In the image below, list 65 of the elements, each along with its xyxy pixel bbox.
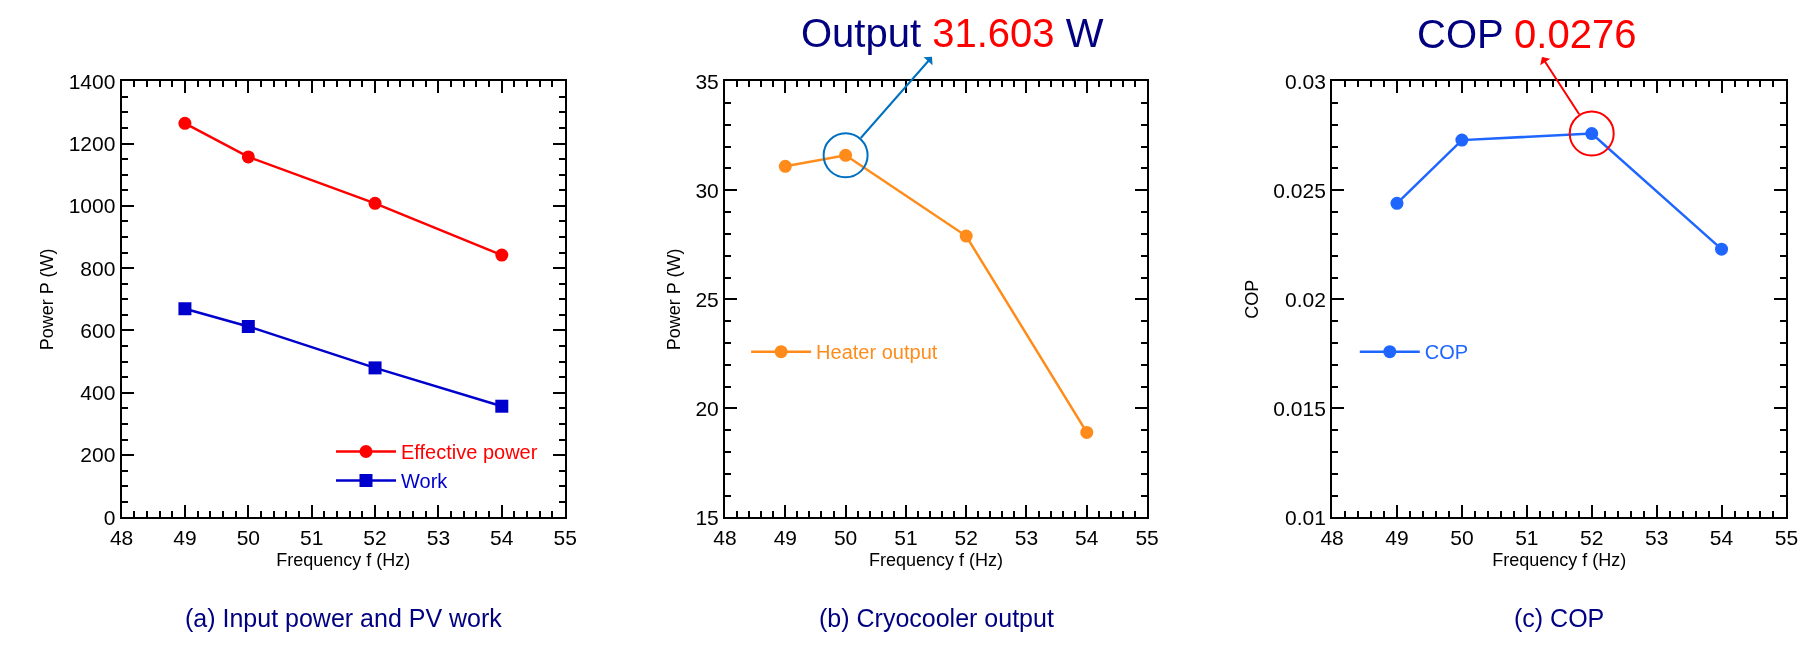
y-tick-label: 0.02 xyxy=(1284,287,1326,311)
y-tick-label: 400 xyxy=(80,381,116,405)
x-tick-label: 51 xyxy=(1515,525,1539,549)
point xyxy=(1390,196,1404,210)
y-tick-label: 1000 xyxy=(68,194,116,218)
y-tick-label: 0.03 xyxy=(1284,69,1326,93)
x-tick-label: 55 xyxy=(1774,525,1799,549)
y-tick-label: 600 xyxy=(80,318,116,342)
y-tick-label: 0.025 xyxy=(1273,178,1326,202)
y-tick-label: 30 xyxy=(695,178,719,202)
annotation: COP 0.0276 xyxy=(1417,12,1637,56)
y-axis-title: COP xyxy=(1242,279,1262,319)
x-tick-label: 53 xyxy=(426,525,451,549)
point xyxy=(1715,242,1729,256)
y-tick-label: 1200 xyxy=(68,131,116,155)
y-tick-label: 25 xyxy=(695,287,719,311)
text: (c) COP xyxy=(1514,604,1605,632)
y-axis-title: Power P (W) xyxy=(37,248,58,351)
x-tick-label: 52 xyxy=(1580,525,1604,549)
x-axis-title: Frequency f (Hz) xyxy=(869,550,1004,571)
point xyxy=(778,159,792,173)
point xyxy=(959,229,973,243)
x-tick-label: 52 xyxy=(363,525,387,549)
point xyxy=(178,116,192,130)
x-tick-label: 55 xyxy=(553,525,577,549)
text: (a) Input power and PV work xyxy=(185,604,503,632)
x-tick-label: 54 xyxy=(1709,525,1734,549)
y-tick-label: 1400 xyxy=(68,69,116,93)
x-tick-label: 50 xyxy=(236,525,260,549)
y-tick-label: 800 xyxy=(80,256,116,280)
x-tick-label: 53 xyxy=(1014,525,1039,549)
point xyxy=(495,399,509,413)
y-tick-label: 0.015 xyxy=(1273,396,1326,420)
point xyxy=(1080,425,1094,439)
y-tick-label: 200 xyxy=(80,443,116,467)
x-tick-label: 50 xyxy=(1450,525,1474,549)
x-tick-label: 51 xyxy=(894,525,918,549)
y-tick-label: 20 xyxy=(695,396,719,420)
x-tick-label: 53 xyxy=(1644,525,1669,549)
point xyxy=(368,361,382,375)
text: (b) Cryocooler output xyxy=(819,604,1054,632)
x-tick-label: 51 xyxy=(300,525,324,549)
y-axis-title: Power P (W) xyxy=(664,248,685,351)
x-tick-label: 55 xyxy=(1135,525,1159,549)
x-tick-label: 52 xyxy=(954,525,978,549)
legend-label: COP xyxy=(1424,341,1469,364)
legend-label: Effective power xyxy=(400,441,538,464)
point xyxy=(1455,133,1469,147)
x-tick-label: 49 xyxy=(173,525,197,549)
legend-label: Heater output xyxy=(816,341,938,364)
x-tick-label: 49 xyxy=(773,525,797,549)
legend-label: Work xyxy=(400,470,449,493)
x-tick-label: 49 xyxy=(1385,525,1409,549)
point xyxy=(495,248,509,262)
x-axis-title: Frequency f (Hz) xyxy=(1492,550,1627,571)
x-axis-title: Frequency f (Hz) xyxy=(276,550,411,571)
x-tick-label: 54 xyxy=(490,525,514,549)
x-tick-label: 50 xyxy=(833,525,858,549)
y-tick-label: 35 xyxy=(695,69,719,93)
point xyxy=(241,150,255,164)
x-tick-label: 54 xyxy=(1075,525,1099,549)
point xyxy=(368,196,382,210)
point xyxy=(241,319,255,333)
point xyxy=(178,302,192,316)
annotation: Output 31.603 W xyxy=(801,11,1104,55)
